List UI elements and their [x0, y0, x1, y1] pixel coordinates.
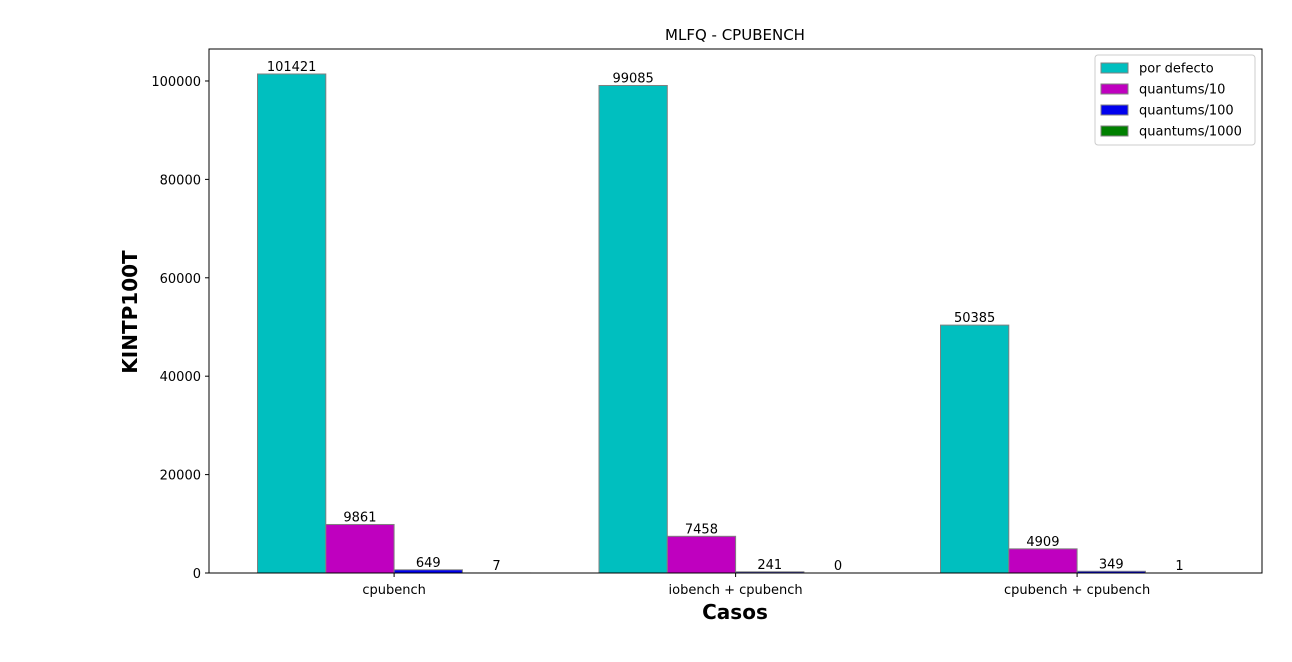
bar-por-defecto-0 — [257, 73, 327, 574]
legend-swatch — [1100, 104, 1129, 116]
y-tick-label: 20000 — [160, 469, 201, 484]
x-axis: cpubench iobench + cpubench cpubench + cpu… — [362, 573, 1150, 598]
chart-title: MLFQ - CPUBENCH — [665, 26, 805, 44]
y-tick-label: 40000 — [160, 370, 201, 385]
legend-entry-label: por defecto — [1139, 62, 1214, 77]
y-axis: 0 20000 40000 60000 80000 100000 — [151, 75, 209, 582]
bar-value-label: 241 — [757, 558, 782, 573]
bar-quantums-10-1 — [666, 535, 737, 574]
legend-entry-label: quantums/10 — [1139, 83, 1225, 98]
legend-entry-label: quantums/1000 — [1139, 125, 1242, 140]
legend-swatch — [1100, 125, 1129, 137]
x-axis-label: Casos — [702, 600, 768, 624]
bar-value-label: 349 — [1099, 557, 1124, 572]
bar-value-label: 0 — [834, 559, 842, 574]
bar-value-label: 649 — [416, 556, 441, 571]
x-tick-label: cpubench — [362, 583, 426, 598]
bar-por-defecto-2 — [940, 324, 1010, 574]
legend-box — [1094, 54, 1256, 146]
legend-entry-label: quantums/100 — [1139, 104, 1234, 119]
y-tick-label: 100000 — [151, 75, 201, 90]
bar-value-label: 99085 — [612, 71, 653, 86]
bar-labels-group: 101421 9861 649 7 99085 7458 241 0 50385 4909 349 1 — [267, 60, 1184, 574]
bar-quantums-10-0 — [325, 523, 395, 574]
legend-swatch — [1100, 83, 1129, 95]
bar-value-label: 7 — [492, 559, 500, 574]
x-tick-label: cpubench + cpubench — [1004, 583, 1150, 598]
y-tick-label: 0 — [193, 567, 201, 582]
y-tick-label: 60000 — [160, 272, 201, 287]
bar-quantums-10-2 — [1008, 548, 1078, 574]
bar-value-label: 7458 — [685, 522, 718, 537]
bar-value-label: 50385 — [954, 311, 995, 326]
bar-value-label: 9861 — [343, 510, 376, 525]
bar-value-label: 101421 — [267, 60, 317, 75]
x-tick-label: iobench + cpubench — [669, 583, 803, 598]
y-axis-label: KINTP100T — [118, 250, 142, 374]
bar-value-label: 1 — [1175, 559, 1183, 574]
legend: por defecto quantums/10 quantums/100 quantu… — [1094, 54, 1256, 146]
y-tick-label: 80000 — [160, 173, 201, 188]
bars-group — [257, 73, 1215, 574]
legend-swatch — [1100, 62, 1129, 74]
bar-value-label: 4909 — [1026, 535, 1059, 550]
bar-por-defecto-1 — [598, 84, 668, 574]
